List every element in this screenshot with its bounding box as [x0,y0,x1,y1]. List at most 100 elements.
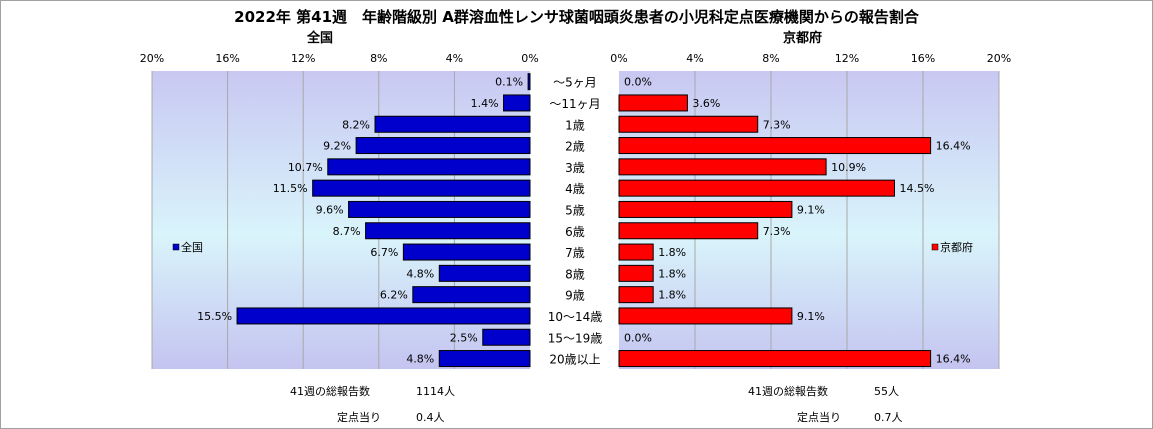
kyoto-value-label: 0.0% [624,331,652,344]
axis-tick-label: 8% [370,52,388,65]
axis-tick-label: 0% [521,52,539,65]
kyoto-bar [618,158,827,176]
category-label: 15～19歳 [548,331,603,345]
national-value-label: 10.7% [288,161,323,174]
national-bar [348,200,531,218]
national-total-value: 1114人 [416,385,455,398]
axis-tick-label: 4% [686,52,704,65]
kyoto-legend: 京都府 [931,240,973,254]
national-value-label: 1.4% [471,97,499,110]
national-bar [312,179,531,197]
axis-tick-label: 4% [445,52,464,65]
national-value-label: 2.5% [450,331,478,344]
kyoto-total-value: 55人 [874,385,899,398]
national-legend-label: 全国 [181,240,203,254]
category-label: 3歳 [565,161,585,175]
national-bar [402,243,531,261]
kyoto-value-label: 1.8% [658,267,686,280]
national-bar [355,137,531,155]
category-label: ～5ヶ月 [553,76,597,90]
kyoto-bar [618,115,759,133]
national-value-label: 6.7% [370,246,398,259]
category-label: 2歳 [565,140,585,154]
national-panel-title: 全国 [307,31,334,46]
national-per-label: 定点当り [337,411,381,424]
kyoto-value-label: 0.0% [624,76,652,89]
kyoto-value-label: 7.3% [763,225,791,238]
kyoto-bar [618,94,688,112]
kyoto-legend-swatch [931,243,939,251]
national-bar [482,328,531,346]
national-value-label: 4.8% [406,267,434,280]
kyoto-value-label: 16.4% [936,140,971,153]
axis-tick-label: 12% [834,52,860,65]
category-label: 10～14歳 [548,310,603,324]
national-value-label: 6.2% [380,289,408,302]
national-value-label: 9.6% [316,203,344,216]
national-legend-swatch [172,243,180,251]
kyoto-bar [618,243,654,261]
kyoto-per-label: 定点当り [797,411,841,424]
axis-tick-label: 16% [910,52,936,65]
axis-tick-label: 8% [762,52,780,65]
axis-tick-label: 12% [290,52,316,65]
category-label: 1歳 [565,118,585,132]
category-label: 9歳 [565,289,585,303]
kyoto-bar [618,286,654,304]
national-value-label: 9.2% [323,140,351,153]
national-bar [374,115,531,133]
kyoto-value-label: 1.8% [658,246,686,259]
kyoto-value-label: 9.1% [797,310,825,323]
kyoto-value-label: 3.6% [692,97,720,110]
kyoto-bar [618,137,932,155]
national-legend: 全国 [172,240,203,254]
national-bar [236,307,531,325]
national-bar [438,350,531,368]
national-value-label: 8.2% [342,118,370,131]
kyoto-total-label: 41週の総報告数 [748,385,828,398]
kyoto-bar [618,264,654,282]
category-label: 7歳 [565,246,585,260]
axis-tick-label: 20% [986,52,1012,65]
category-label: ～11ヶ月 [549,97,600,111]
national-bar [412,286,531,304]
kyoto-value-label: 14.5% [900,182,935,195]
category-label: 20歳以上 [549,353,600,367]
national-bar [438,264,531,282]
kyoto-bar [618,200,793,218]
category-label: 6歳 [565,225,585,239]
axis-tick-label: 20% [139,52,165,65]
category-label: 8歳 [565,267,585,281]
kyoto-panel-title: 京都府 [783,31,823,46]
national-bar [527,73,531,91]
national-bars: 0.1% 1.4% 8.2% 9.2%10.7% 11.5% 9.6% 8.7% 6.7% 4.… [197,73,531,368]
kyoto-value-label: 9.1% [797,203,825,216]
kyoto-value-label: 10.9% [831,161,866,174]
kyoto-value-label: 7.3% [763,118,791,131]
kyoto-bar [618,307,793,325]
chart-title: 2022年 第41週 年齢階級別 A群溶血性レンサ球菌咽頭炎患者の小児科定点医療… [234,8,919,26]
national-per-value: 0.4人 [416,411,445,424]
category-labels: ～5ヶ月 ～11ヶ月 1歳 2歳 3歳 4歳 5歳 6歳 7歳 8歳 9歳 10～14歳 15～19歳 2… [548,76,603,367]
category-label: 5歳 [565,203,585,217]
category-label: 4歳 [565,182,585,196]
national-bar [327,158,531,176]
national-value-label: 0.1% [495,76,523,89]
national-total-label: 41週の総報告数 [290,385,370,398]
axis-tick-label: 16% [215,52,240,65]
national-bar [503,94,531,112]
kyoto-bar [618,179,895,197]
national-value-label: 15.5% [197,310,232,323]
national-value-label: 11.5% [273,182,308,195]
kyoto-value-label: 16.4% [936,353,971,366]
kyoto-bar [618,222,759,240]
axis-tick-label: 0% [610,52,628,65]
kyoto-per-value: 0.7人 [874,411,903,424]
national-value-label: 4.8% [406,353,434,366]
kyoto-bar [618,350,932,368]
kyoto-legend-label: 京都府 [940,240,973,254]
kyoto-value-label: 1.8% [658,289,686,302]
national-value-label: 8.7% [333,225,361,238]
kyoto-bars: 0.0% 3.6% 7.3% 16.4% 10.9% 14.5% 9.1% 7.3% 1.8% 1… [618,76,971,368]
